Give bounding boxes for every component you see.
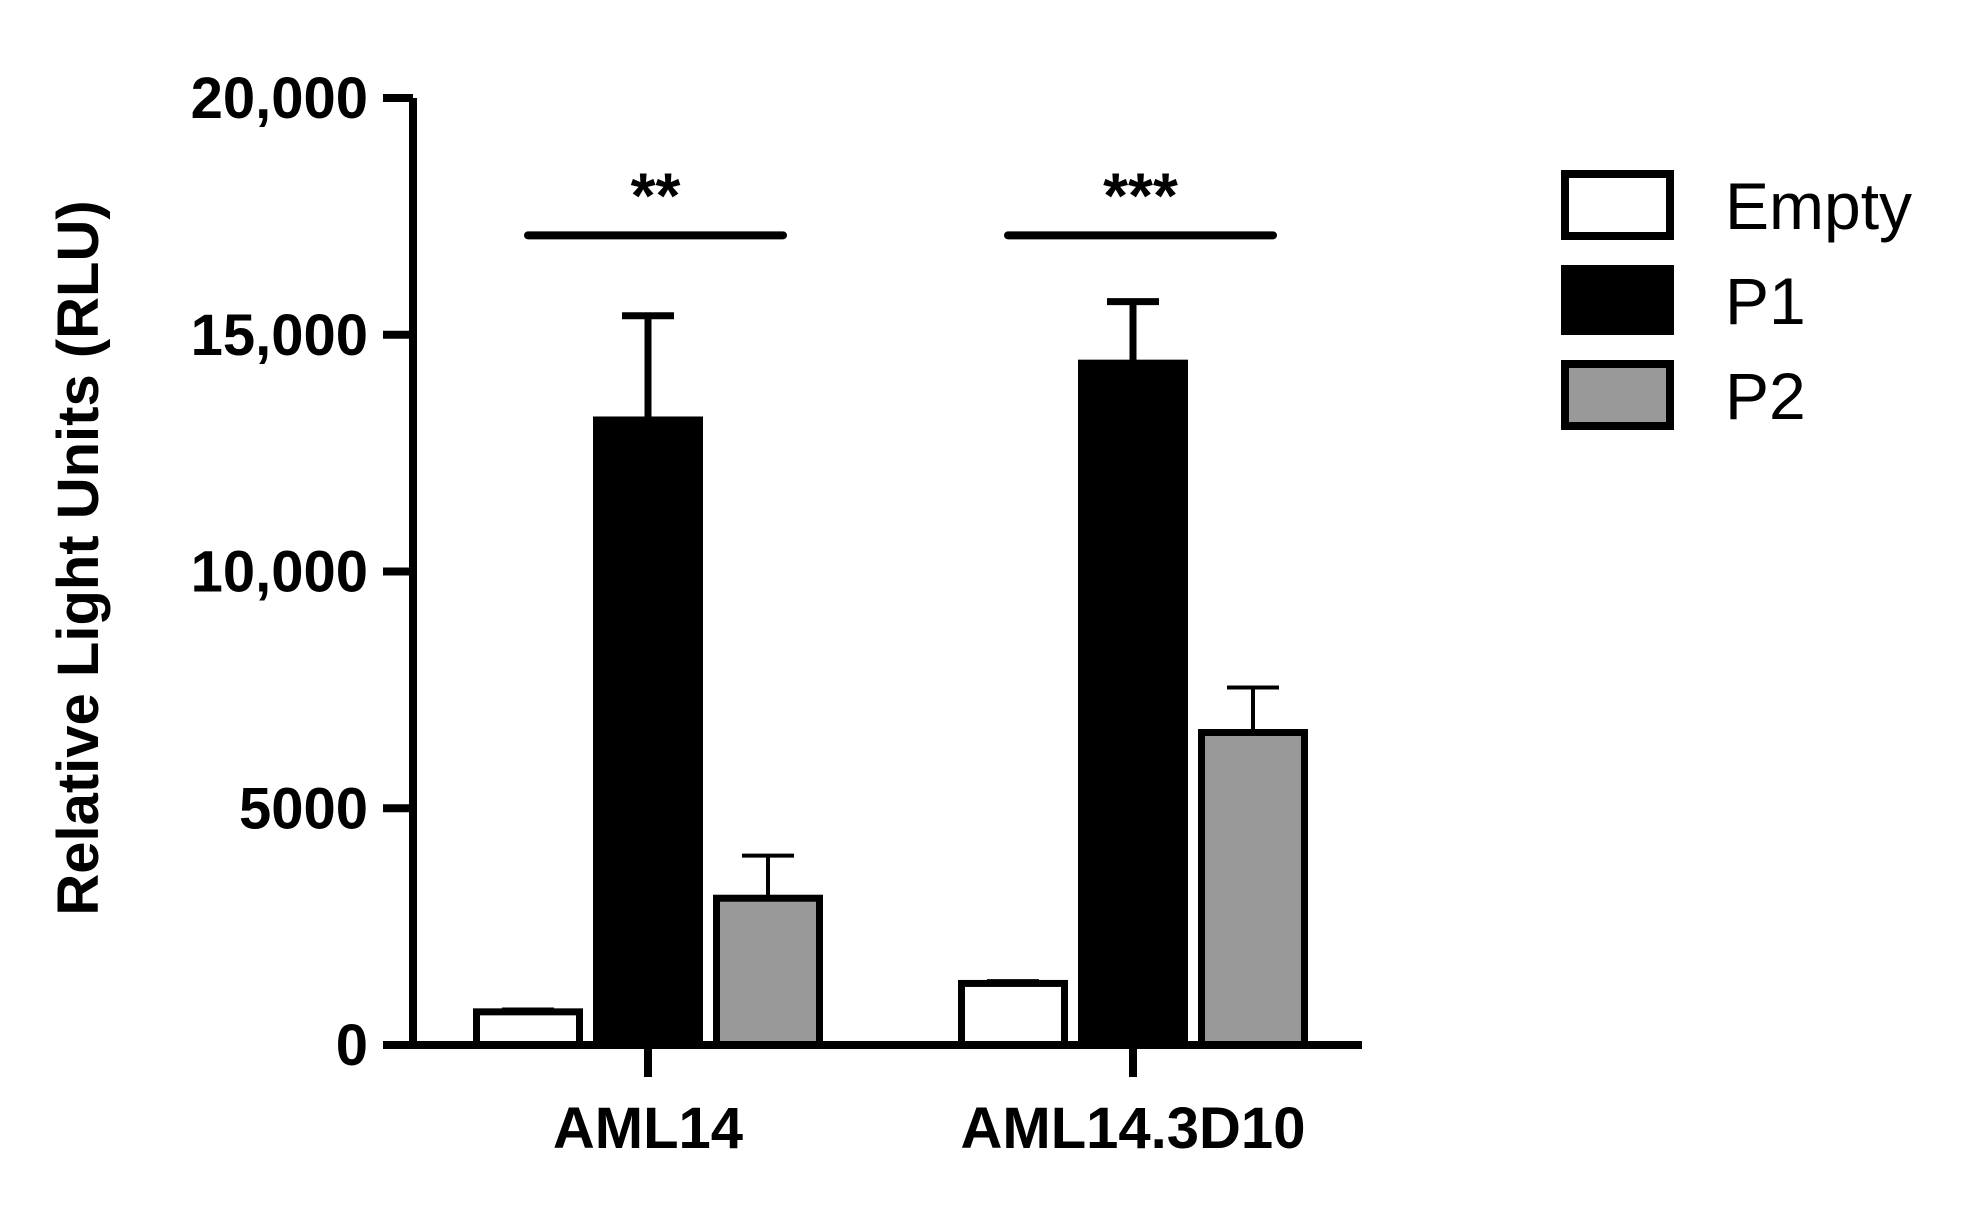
y-tick-label-3: 15,000 (191, 303, 368, 368)
legend-swatch-empty (1561, 170, 1674, 240)
legend-swatch-p2 (1561, 360, 1674, 430)
axes-layer: 0 5000 10,000 15,000 20,000 AML14 AML14.3D10 (191, 66, 1362, 1161)
annotations-layer: ** *** (524, 159, 1277, 240)
bar-empty-aml14 (473, 1008, 583, 1049)
x-tick-label-1: AML14.3D10 (961, 1096, 1306, 1161)
significance-label-0: ** (631, 159, 681, 231)
x-tick-label-0: AML14 (553, 1096, 743, 1161)
bar-p1-aml14 (593, 416, 703, 1049)
legend-label-p1: P1 (1725, 264, 1806, 338)
legend-label-empty: Empty (1725, 169, 1912, 243)
bar-empty-aml14-3d10 (958, 979, 1068, 1049)
legend-label-p2: P2 (1725, 359, 1806, 433)
bar-p2-aml14-3d10 (1198, 728, 1308, 1049)
bar-p2-aml14 (713, 894, 823, 1049)
y-axis-title: Relative Light Units (RLU) (46, 200, 111, 915)
y-tick-label-2: 10,000 (191, 540, 368, 605)
legend: Empty P1 P2 (1561, 169, 1912, 433)
y-tick-label-4: 20,000 (191, 66, 368, 131)
significance-label-1: *** (1103, 159, 1178, 231)
legend-swatch-p1 (1561, 265, 1674, 335)
bar-p1-aml14-3d10 (1078, 359, 1188, 1049)
bars-layer (473, 298, 1308, 1049)
y-tick-label-0: 0 (336, 1013, 368, 1078)
y-tick-label-1: 5000 (239, 776, 368, 841)
